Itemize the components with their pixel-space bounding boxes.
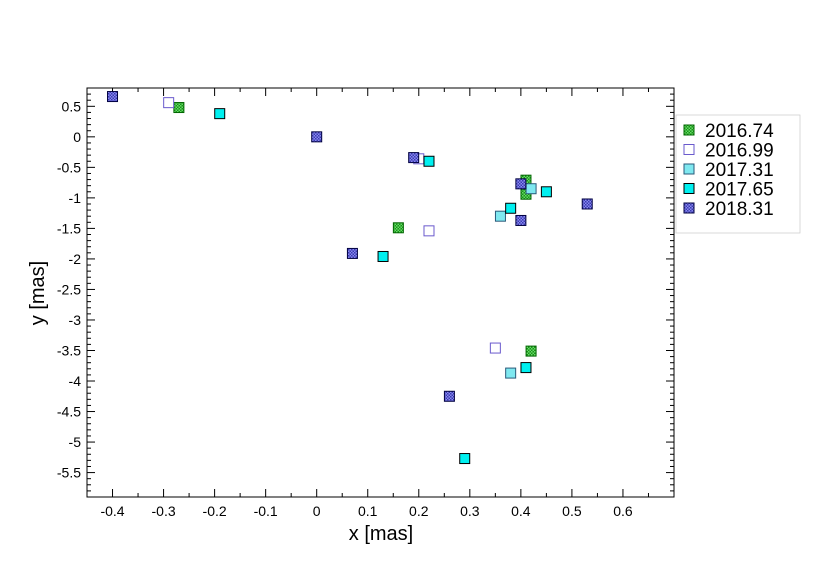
data-point-series-5 — [515, 214, 527, 226]
y-tick-label: -1.5 — [57, 220, 81, 236]
x-tick-label: 0.6 — [613, 503, 633, 519]
data-point-series-5 — [443, 390, 455, 402]
data-point-series-4 — [214, 108, 226, 120]
data-point-series-4 — [505, 202, 517, 214]
x-tick-label: 0.3 — [460, 503, 480, 519]
data-point-series-4 — [459, 453, 471, 465]
data-point-series-3 — [505, 367, 517, 379]
legend-label: 2017.31 — [705, 160, 774, 181]
data-point-series-2 — [163, 97, 175, 109]
data-point-series-5 — [107, 91, 119, 103]
y-tick-label: -1 — [69, 190, 82, 206]
data-point-series-5 — [515, 178, 527, 190]
y-tick-label: -0.5 — [57, 159, 81, 175]
data-point-series-5 — [346, 247, 358, 259]
x-tick-label: 0.5 — [562, 503, 582, 519]
data-point-series-1 — [173, 102, 185, 114]
y-tick-label: -4 — [69, 373, 82, 389]
x-tick-label: -0.2 — [203, 503, 227, 519]
data-point-series-3 — [494, 210, 506, 222]
x-tick-label: 0.1 — [358, 503, 378, 519]
data-point-series-4 — [423, 155, 435, 167]
x-axis-title: x [mas] — [349, 523, 413, 545]
legend-marker — [683, 163, 695, 175]
legend-label: 2017.65 — [705, 180, 774, 201]
y-axis: 0.5 0 -0.5 -1 -1.5 -2 -2.5 -3 -3.5 -4 -4.5 -5 -5.5 — [57, 93, 674, 492]
data-point-series-5 — [408, 152, 420, 164]
legend-frame — [675, 114, 801, 234]
data-points — [107, 91, 593, 465]
data-point-series-4 — [540, 186, 552, 198]
data-point-series-5 — [581, 198, 593, 210]
legend-marker — [683, 183, 695, 194]
y-tick-label: -4.5 — [57, 404, 81, 420]
y-tick-label: -3 — [69, 312, 82, 328]
legend-marker — [683, 144, 695, 155]
data-point-series-5 — [311, 131, 323, 143]
data-point-series-4 — [520, 362, 532, 374]
legend-marker — [683, 124, 695, 136]
legend-label: 2016.99 — [705, 141, 774, 162]
y-axis-title: y [mas] — [27, 261, 49, 325]
y-tick-label: -5 — [69, 434, 82, 450]
data-point-series-1 — [525, 345, 537, 357]
plot-frame — [86, 87, 675, 498]
x-tick-label: 0.2 — [409, 503, 429, 519]
y-tick-label: -2.5 — [57, 281, 81, 297]
x-tick-label: 0.4 — [511, 503, 531, 519]
legend-label: 2016.74 — [705, 121, 774, 142]
x-tick-label: -0.1 — [254, 503, 278, 519]
y-tick-label: -2 — [69, 251, 82, 267]
data-point-series-3 — [525, 183, 537, 195]
legend-label: 2018.31 — [705, 199, 774, 220]
data-point-series-1 — [392, 222, 404, 234]
y-tick-label: 0 — [73, 129, 81, 145]
data-point-series-2 — [423, 225, 435, 237]
y-tick-label: 0.5 — [62, 98, 82, 114]
x-tick-label: 0 — [313, 503, 321, 519]
x-axis: -0.4 -0.3 -0.2 -0.1 0 0.1 0.2 0.3 0.4 0.5 0.6 — [100, 88, 649, 519]
data-point-series-2 — [489, 342, 501, 354]
legend-marker — [683, 202, 695, 214]
x-tick-label: -0.4 — [100, 503, 124, 519]
y-tick-label: -3.5 — [57, 342, 81, 358]
data-point-series-4 — [377, 250, 389, 262]
y-tick-label: -5.5 — [57, 465, 81, 481]
x-tick-label: -0.3 — [152, 503, 176, 519]
